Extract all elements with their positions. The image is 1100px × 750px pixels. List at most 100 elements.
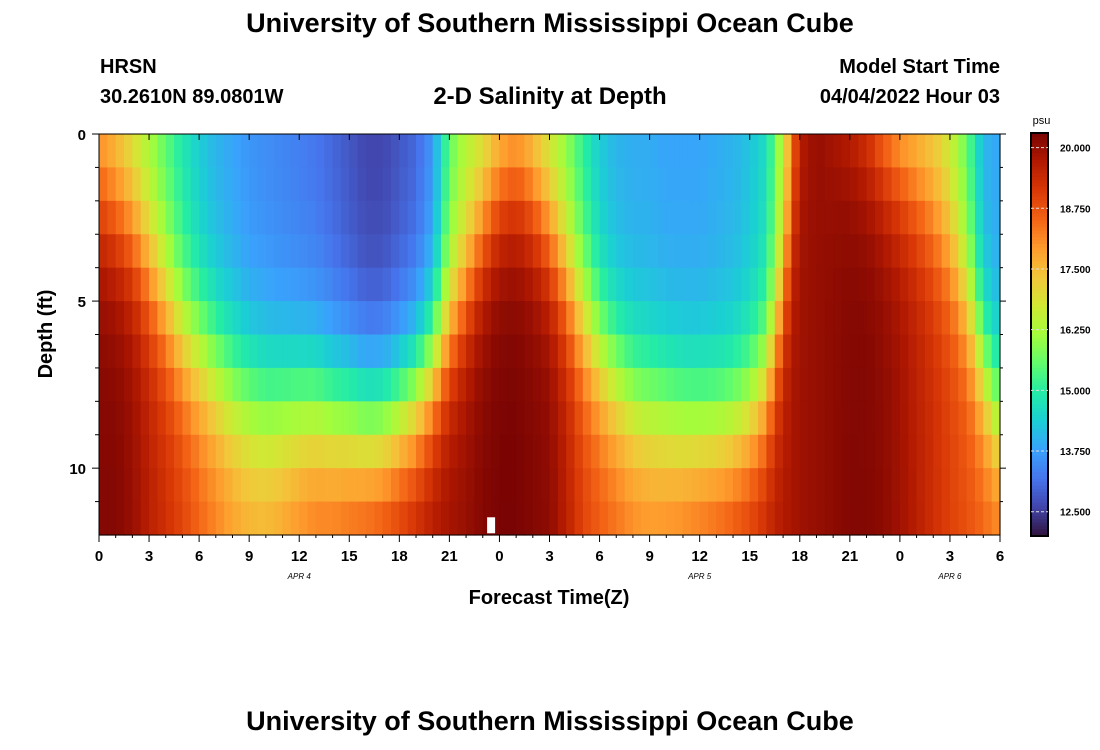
heatmap-cell [632, 401, 642, 436]
heatmap-cell [349, 134, 359, 169]
heatmap-cell [641, 401, 651, 436]
heatmap-cell [724, 134, 734, 169]
heatmap-cell [474, 200, 484, 235]
x-axis-label: Forecast Time(Z) [469, 587, 630, 609]
heatmap-cell [858, 401, 868, 436]
heatmap-cell [441, 434, 450, 469]
heatmap-cell [374, 401, 384, 436]
heatmap-cell [741, 200, 751, 235]
heatmap-cell [165, 234, 175, 269]
heatmap-cell [899, 167, 909, 202]
heatmap-cell [766, 501, 776, 536]
x-tick-label: 6 [595, 548, 603, 565]
heatmap-cell [165, 367, 175, 402]
heatmap-cell [666, 501, 676, 536]
heatmap-cell [607, 267, 617, 302]
heatmap-cell [974, 301, 984, 336]
heatmap-cell [624, 334, 634, 369]
heatmap-cell [357, 200, 367, 235]
colorbar-segment [1031, 327, 1048, 332]
heatmap-cell [474, 267, 484, 302]
heatmap-cell [407, 367, 417, 402]
heatmap-cell [340, 434, 350, 469]
heatmap-cell [516, 134, 526, 169]
heatmap-cell [140, 301, 150, 336]
heatmap-cell [657, 267, 667, 302]
heatmap-cell [157, 234, 167, 269]
heatmap-cell [332, 501, 342, 536]
heatmap-cell [899, 501, 909, 536]
heatmap-cell [290, 468, 300, 503]
heatmap-cell [691, 434, 701, 469]
heatmap-cell [199, 401, 209, 436]
heatmap-cell [733, 234, 742, 269]
heatmap-cell [541, 334, 551, 369]
heatmap-cell [124, 334, 133, 369]
heatmap-cell [833, 434, 843, 469]
heatmap-cell [591, 267, 601, 302]
colorbar-segment [1031, 428, 1048, 433]
heatmap-cell [824, 167, 834, 202]
heatmap-cell [883, 367, 893, 402]
heatmap-cell [432, 234, 442, 269]
heatmap-cell [382, 200, 392, 235]
heatmap-cell [849, 501, 859, 536]
heatmap-cell [357, 267, 367, 302]
heatmap-cell [340, 334, 350, 369]
heatmap-cell [249, 468, 259, 503]
heatmap-cell [457, 134, 467, 169]
heatmap-cell [574, 501, 584, 536]
heatmap-cell [666, 167, 676, 202]
heatmap-cell [708, 234, 717, 269]
heatmap-cell [407, 134, 417, 169]
heatmap-cell [416, 134, 425, 169]
heatmap-cell [833, 501, 843, 536]
heatmap-cell [182, 234, 192, 269]
heatmap-cell [140, 434, 150, 469]
heatmap-cell [390, 501, 400, 536]
heatmap-cell [649, 434, 659, 469]
heatmap-cell [524, 167, 534, 202]
heatmap-cell [315, 234, 325, 269]
heatmap-cell [199, 434, 209, 469]
heatmap-cell [899, 234, 909, 269]
heatmap-cell [224, 167, 234, 202]
colorbar-segment [1031, 354, 1048, 359]
heatmap-cell [974, 234, 984, 269]
heatmap-cell [374, 301, 384, 336]
heatmap-cell [758, 334, 767, 369]
heatmap-cell [582, 501, 592, 536]
heatmap-cell [365, 501, 375, 536]
colorbar-segment [1031, 482, 1048, 487]
heatmap-cell [924, 200, 934, 235]
heatmap-cell [307, 401, 317, 436]
heatmap-cell [332, 367, 342, 402]
heatmap-cell [240, 501, 250, 536]
heatmap-cell [758, 200, 767, 235]
colorbar-segment [1031, 465, 1048, 470]
heatmap-cell [808, 367, 818, 402]
heatmap-cell [557, 334, 567, 369]
heatmap-cell [833, 267, 843, 302]
heatmap-cell [382, 401, 392, 436]
heatmap-cell [265, 334, 275, 369]
heatmap-cell [899, 200, 909, 235]
heatmap-cell [941, 434, 951, 469]
heatmap-cell [107, 434, 117, 469]
heatmap-cell [699, 301, 709, 336]
heatmap-cell [349, 367, 359, 402]
colorbar-segment [1031, 146, 1048, 151]
heatmap-cell [332, 401, 342, 436]
heatmap-cell [674, 468, 684, 503]
heatmap-cell [299, 200, 309, 235]
heatmap-cell [99, 301, 108, 336]
heatmap-cell [457, 401, 467, 436]
heatmap-cell [224, 267, 234, 302]
heatmap-cell [941, 401, 951, 436]
heatmap-cell [249, 167, 259, 202]
heatmap-cell [799, 167, 809, 202]
heatmap-cell [115, 468, 125, 503]
colorbar-tick-label: 15.000 [1060, 386, 1091, 397]
heatmap-cell [399, 468, 409, 503]
heatmap-cell [616, 234, 626, 269]
